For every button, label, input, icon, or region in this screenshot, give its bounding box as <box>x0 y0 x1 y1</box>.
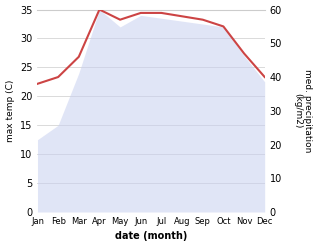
X-axis label: date (month): date (month) <box>115 231 187 242</box>
Y-axis label: med. precipitation
(kg/m2): med. precipitation (kg/m2) <box>293 69 313 152</box>
Y-axis label: max temp (C): max temp (C) <box>5 80 15 142</box>
